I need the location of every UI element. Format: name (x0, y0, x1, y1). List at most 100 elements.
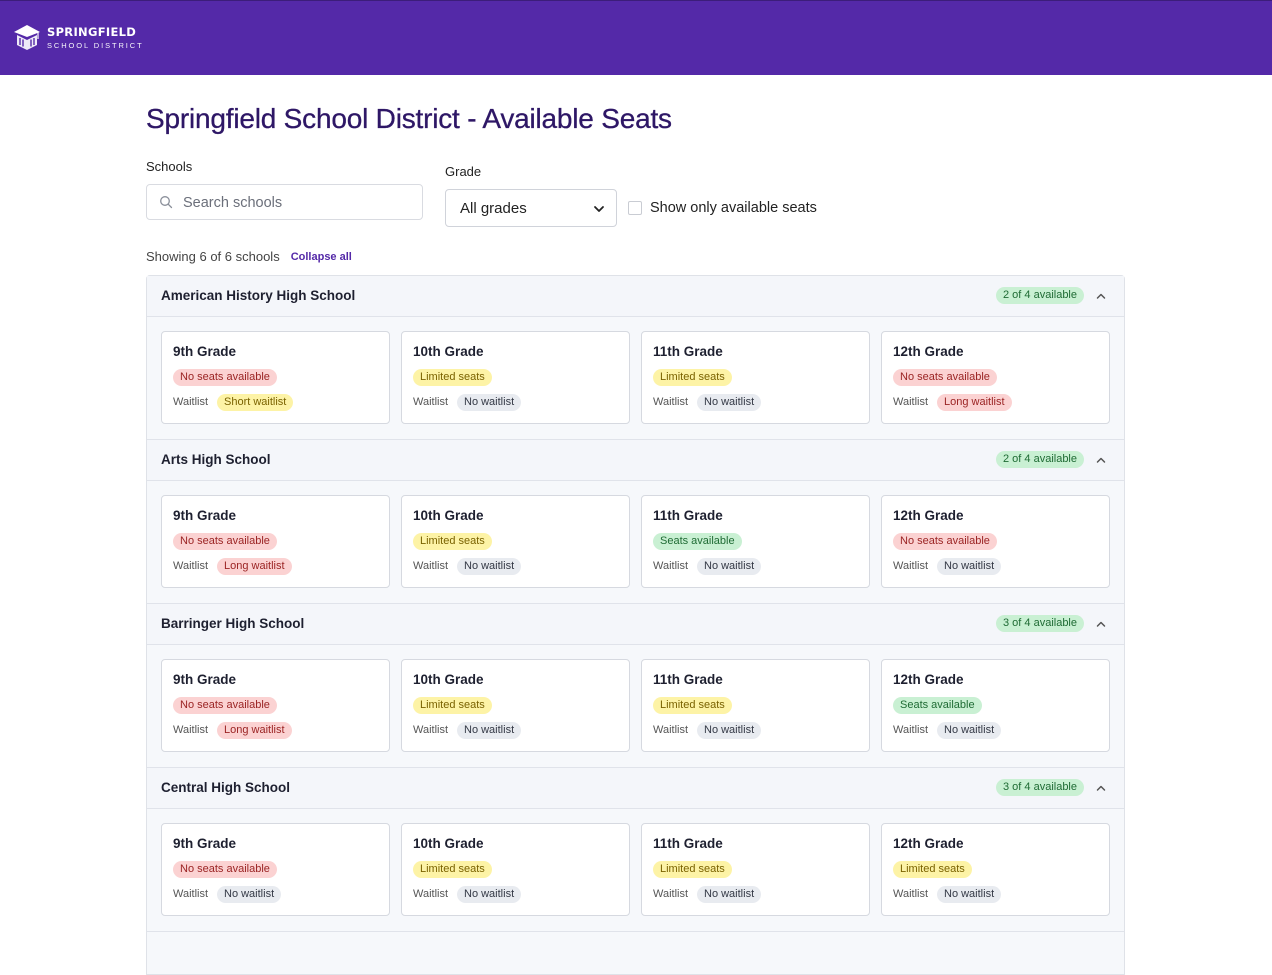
seat-status-badge: Limited seats (893, 861, 972, 878)
grade-card[interactable]: 10th Grade Limited seats Waitlist No waitli… (401, 331, 630, 424)
grade-title: 12th Grade (893, 344, 964, 359)
grade-card[interactable]: 12th Grade Limited seats Waitlist No waitli… (881, 823, 1110, 916)
collapse-all-button[interactable]: Collapse all (290, 250, 352, 263)
grade-card[interactable]: 12th Grade No seats available Waitlist Long… (881, 331, 1110, 424)
grade-title: 12th Grade (893, 508, 964, 523)
seat-status-badge: No seats available (173, 861, 277, 878)
waitlist-status-badge: Long waitlist (217, 722, 292, 739)
grade-title: 10th Grade (413, 672, 484, 687)
school-search-field[interactable] (146, 184, 423, 220)
school-name: American History High School (161, 288, 356, 303)
waitlist-label: Waitlist (653, 724, 689, 736)
grade-card[interactable]: 11th Grade Limited seats Waitlist No waitli… (641, 331, 870, 424)
grade-card[interactable]: 9th Grade No seats available Waitlist Short… (161, 331, 390, 424)
grade-filter-label: Grade (445, 164, 482, 179)
logo-subtitle: SCHOOL DISTRICT (47, 40, 144, 50)
grade-title: 10th Grade (413, 344, 484, 359)
waitlist-label: Waitlist (413, 560, 449, 572)
seat-status-badge: Limited seats (413, 369, 492, 386)
grade-title: 9th Grade (173, 344, 237, 359)
grade-title: 11th Grade (653, 508, 723, 523)
grade-select[interactable]: All grades (445, 189, 617, 227)
grade-select-value: All grades (460, 200, 527, 217)
grade-card[interactable]: 9th Grade No seats available Waitlist Long … (161, 495, 390, 588)
chevron-up-icon[interactable] (1095, 290, 1107, 302)
waitlist-status-badge: No waitlist (457, 886, 522, 903)
available-only-toggle[interactable]: Show only available seats (628, 200, 817, 216)
school-name: Central High School (161, 780, 291, 795)
grade-title: 9th Grade (173, 672, 237, 687)
school-header[interactable]: Central High School 3 of 4 available (147, 768, 1124, 809)
waitlist-label: Waitlist (173, 888, 209, 900)
seat-status-badge: Limited seats (413, 697, 492, 714)
waitlist-status-badge: No waitlist (937, 886, 1002, 903)
grade-card[interactable]: 11th Grade Limited seats Waitlist No waitli… (641, 659, 870, 752)
grade-card[interactable]: 9th Grade No seats available Waitlist Long … (161, 659, 390, 752)
grade-card[interactable]: 12th Grade No seats available Waitlist No w… (881, 495, 1110, 588)
waitlist-label: Waitlist (173, 560, 209, 572)
waitlist-label: Waitlist (893, 724, 929, 736)
seat-status-badge: Limited seats (653, 369, 732, 386)
search-input[interactable] (183, 192, 413, 214)
seat-status-badge: Limited seats (653, 697, 732, 714)
school-list: American History High School 2 of 4 avail… (146, 275, 1125, 975)
waitlist-status-badge: No waitlist (697, 558, 762, 575)
chevron-up-icon[interactable] (1095, 618, 1107, 630)
seat-status-badge: No seats available (173, 697, 277, 714)
grade-card[interactable]: 12th Grade Seats available Waitlist No wait… (881, 659, 1110, 752)
waitlist-label: Waitlist (893, 396, 929, 408)
search-icon (160, 196, 173, 209)
waitlist-status-badge: No waitlist (457, 722, 522, 739)
chevron-up-icon[interactable] (1095, 782, 1107, 794)
school-header[interactable]: American History High School 2 of 4 avail… (147, 276, 1124, 317)
chevron-down-icon (594, 206, 604, 212)
available-only-label: Show only available seats (650, 200, 817, 216)
chevron-up-icon[interactable] (1095, 454, 1107, 466)
school-grades: 9th Grade No seats available Waitlist Long … (147, 645, 1124, 768)
seat-status-badge: Limited seats (413, 533, 492, 550)
seat-status-badge: Limited seats (653, 861, 732, 878)
school-header[interactable]: Barringer High School 3 of 4 available (147, 604, 1124, 645)
waitlist-label: Waitlist (173, 724, 209, 736)
waitlist-label: Waitlist (413, 888, 449, 900)
seat-status-badge: No seats available (893, 369, 997, 386)
school-grades: 9th Grade No seats available Waitlist Short… (147, 317, 1124, 440)
results-count: Showing 6 of 6 schools (146, 249, 280, 264)
logo-wordmark: SPRINGFIELD SCHOOL DISTRICT (47, 26, 144, 50)
grade-card[interactable]: 10th Grade Limited seats Waitlist No waitli… (401, 823, 630, 916)
grade-title: 11th Grade (653, 836, 723, 851)
grade-title: 12th Grade (893, 836, 964, 851)
availability-badge: 2 of 4 available (996, 451, 1084, 468)
waitlist-label: Waitlist (413, 724, 449, 736)
school-grades: 9th Grade No seats available Waitlist Long … (147, 481, 1124, 604)
grade-card[interactable]: 11th Grade Seats available Waitlist No wait… (641, 495, 870, 588)
top-header-bar: SPRINGFIELD SCHOOL DISTRICT (0, 0, 1272, 75)
seat-status-badge: No seats available (893, 533, 997, 550)
seat-status-badge: Seats available (893, 697, 982, 714)
grade-title: 12th Grade (893, 672, 964, 687)
grade-title: 9th Grade (173, 508, 237, 523)
waitlist-label: Waitlist (173, 396, 209, 408)
waitlist-label: Waitlist (653, 888, 689, 900)
waitlist-label: Waitlist (893, 888, 929, 900)
waitlist-status-badge: No waitlist (697, 394, 762, 411)
district-logo[interactable]: SPRINGFIELD SCHOOL DISTRICT (12, 23, 144, 53)
waitlist-status-badge: No waitlist (937, 722, 1002, 739)
seat-status-badge: Seats available (653, 533, 742, 550)
waitlist-status-badge: No waitlist (697, 886, 762, 903)
school-name: Arts High School (161, 452, 271, 467)
school-name: Barringer High School (161, 616, 305, 631)
results-summary: Showing 6 of 6 schools Collapse all (146, 249, 352, 264)
grade-card[interactable]: 10th Grade Limited seats Waitlist No waitli… (401, 495, 630, 588)
waitlist-label: Waitlist (653, 396, 689, 408)
waitlist-status-badge: Long waitlist (217, 558, 292, 575)
school-header[interactable]: Arts High School 2 of 4 available (147, 440, 1124, 481)
waitlist-status-badge: No waitlist (457, 394, 522, 411)
waitlist-label: Waitlist (893, 560, 929, 572)
available-only-checkbox[interactable] (628, 201, 642, 215)
seat-status-badge: No seats available (173, 533, 277, 550)
schools-filter-label: Schools (146, 159, 193, 174)
grade-card[interactable]: 11th Grade Limited seats Waitlist No waitli… (641, 823, 870, 916)
grade-card[interactable]: 10th Grade Limited seats Waitlist No waitli… (401, 659, 630, 752)
grade-card[interactable]: 9th Grade No seats available Waitlist No wa… (161, 823, 390, 916)
